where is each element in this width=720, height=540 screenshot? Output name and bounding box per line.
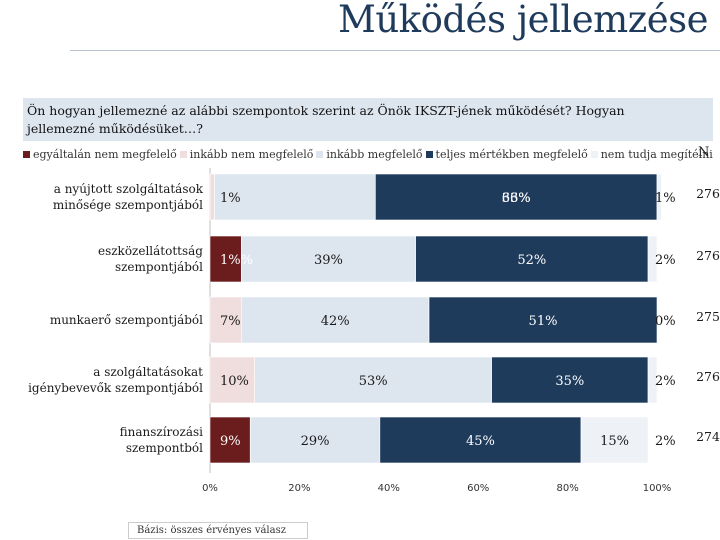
data-label: 1%% xyxy=(220,253,253,268)
legend-item: egyáltalán nem megfelelő xyxy=(23,148,177,161)
data-label: 29% xyxy=(301,434,330,449)
legend-swatch xyxy=(179,151,187,158)
n-value: 274 xyxy=(696,429,720,444)
n-value: 276 xyxy=(696,369,720,384)
bar-segment xyxy=(580,416,649,464)
n-value: 275 xyxy=(696,309,720,324)
data-label: 52% xyxy=(517,253,546,268)
bar-segment xyxy=(656,173,662,221)
question-panel xyxy=(23,98,713,141)
category-label: munkaerő szempontjából xyxy=(50,313,203,327)
bar-segment xyxy=(249,416,381,464)
bar-segment xyxy=(428,296,658,344)
chart-legend: egyáltalán nem megfelelő inkább nem megf… xyxy=(23,148,716,161)
legend-item: inkább megfelelő xyxy=(316,148,423,161)
data-label: 39% xyxy=(314,253,343,268)
data-label: 36% xyxy=(502,191,531,206)
legend-swatch xyxy=(425,151,433,158)
x-tick-label: 60% xyxy=(467,483,489,494)
n-value: 276 xyxy=(696,248,720,263)
bar-segment xyxy=(647,356,658,404)
legend-label: nem tudja megítélni xyxy=(600,148,713,161)
title-divider xyxy=(70,50,720,51)
legend-item: nem tudja megítélni xyxy=(590,148,713,161)
n-value: 276 xyxy=(696,186,720,201)
legend-label: teljes mértékben megfelelő xyxy=(435,148,588,161)
data-label: 53% xyxy=(359,374,388,389)
x-tick-label: 80% xyxy=(556,483,578,494)
bar-segment xyxy=(647,235,658,283)
data-label: 42% xyxy=(321,314,350,329)
category-label: a nyújtott szolgáltatások minősége szempo… xyxy=(53,182,204,212)
legend-item: inkább nem megfelelő xyxy=(179,148,314,161)
bar-segment xyxy=(209,296,242,344)
legend-swatch xyxy=(590,151,598,158)
data-label: 2% xyxy=(655,374,676,389)
bar-segment xyxy=(209,416,251,464)
data-label: 51% xyxy=(529,314,558,329)
data-label: 7% xyxy=(220,314,241,329)
bar-segment xyxy=(491,356,649,404)
category-label: finanszírozási szempontból xyxy=(120,425,204,455)
bar-segment xyxy=(209,173,215,221)
legend-swatch xyxy=(316,151,324,158)
data-label: 1% xyxy=(220,191,241,206)
legend-item: teljes mértékben megfelelő xyxy=(425,148,588,161)
legend-label: inkább megfelelő xyxy=(326,148,423,161)
legend-label: inkább nem megfelelő xyxy=(189,148,314,161)
bar-segment xyxy=(415,235,649,283)
data-label: 10% xyxy=(220,374,249,389)
data-label: 9% xyxy=(220,434,241,449)
n-column-header: N xyxy=(698,145,710,160)
page-title: Működés jellemzése xyxy=(337,0,709,41)
data-label: 1% xyxy=(655,191,676,206)
legend-swatch xyxy=(23,151,30,158)
x-tick-label: 40% xyxy=(378,483,400,494)
legend-label: egyáltalán nem megfelelő xyxy=(33,148,177,161)
data-label: 15% xyxy=(600,434,629,449)
x-tick-label: 100% xyxy=(643,483,672,494)
category-label: eszközellátottság szempontjából xyxy=(98,244,203,274)
bar-segment xyxy=(254,356,492,404)
basis-note: Bázis: összes érvényes válasz xyxy=(128,522,308,539)
data-label: 35% xyxy=(555,374,584,389)
survey-question: Ön hogyan jellemezné az alábbi szemponto… xyxy=(27,103,625,136)
data-label: 2% xyxy=(655,253,676,268)
data-label: 45% xyxy=(466,434,495,449)
data-label: 63% xyxy=(502,191,531,206)
data-label: 0% xyxy=(655,314,676,329)
x-tick-label: 0% xyxy=(202,483,218,494)
x-tick-label: 20% xyxy=(288,483,310,494)
data-label: 2% xyxy=(655,434,676,449)
bar-segment xyxy=(240,296,430,344)
bar-segment xyxy=(240,235,416,283)
category-label: a szolgáltatásokat igénybevevők szempontj… xyxy=(28,365,203,395)
